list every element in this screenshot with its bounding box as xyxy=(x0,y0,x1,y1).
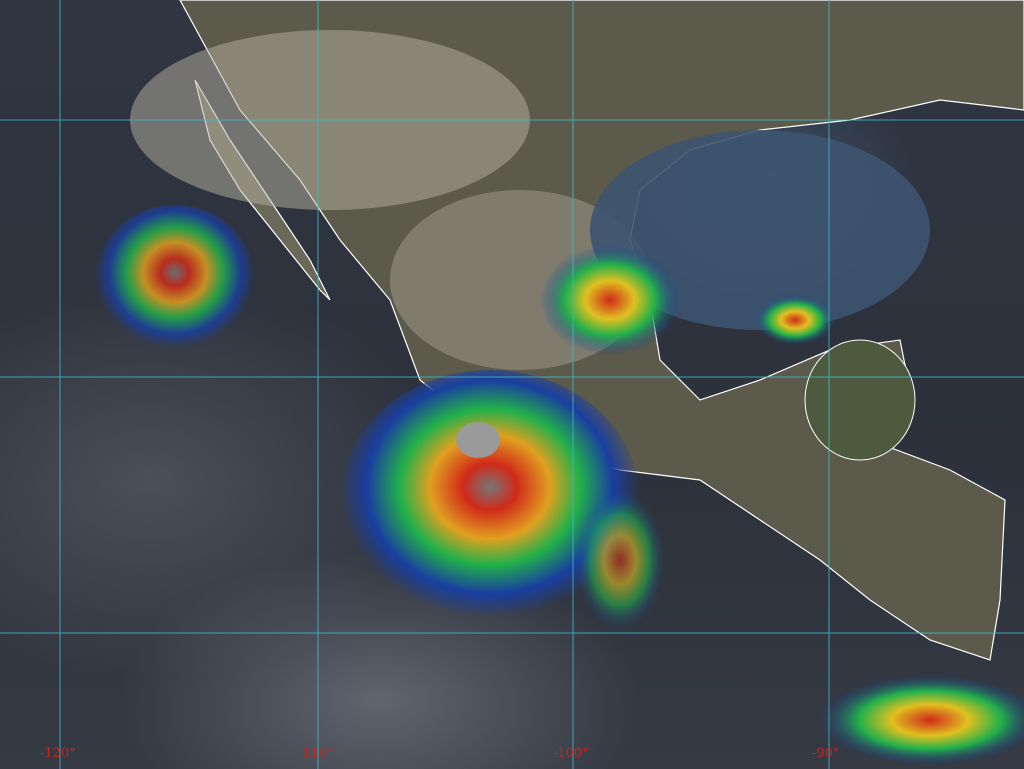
lon-label-100: -100° xyxy=(553,746,589,761)
lon-label-90: -90° xyxy=(812,746,840,761)
hurricane-eye xyxy=(456,422,500,458)
storm-cell-south xyxy=(575,490,665,630)
yucatan-peninsula xyxy=(804,339,916,461)
storm-cell-gulf-coast xyxy=(540,245,680,355)
hurricane-main xyxy=(340,370,640,630)
storm-cell-yucatan xyxy=(755,295,835,345)
lon-label-110: -110° xyxy=(298,746,334,761)
storm-cell-southeast xyxy=(820,675,1024,765)
hurricane-west xyxy=(95,205,255,355)
lon-label-120: -120° xyxy=(40,746,76,761)
